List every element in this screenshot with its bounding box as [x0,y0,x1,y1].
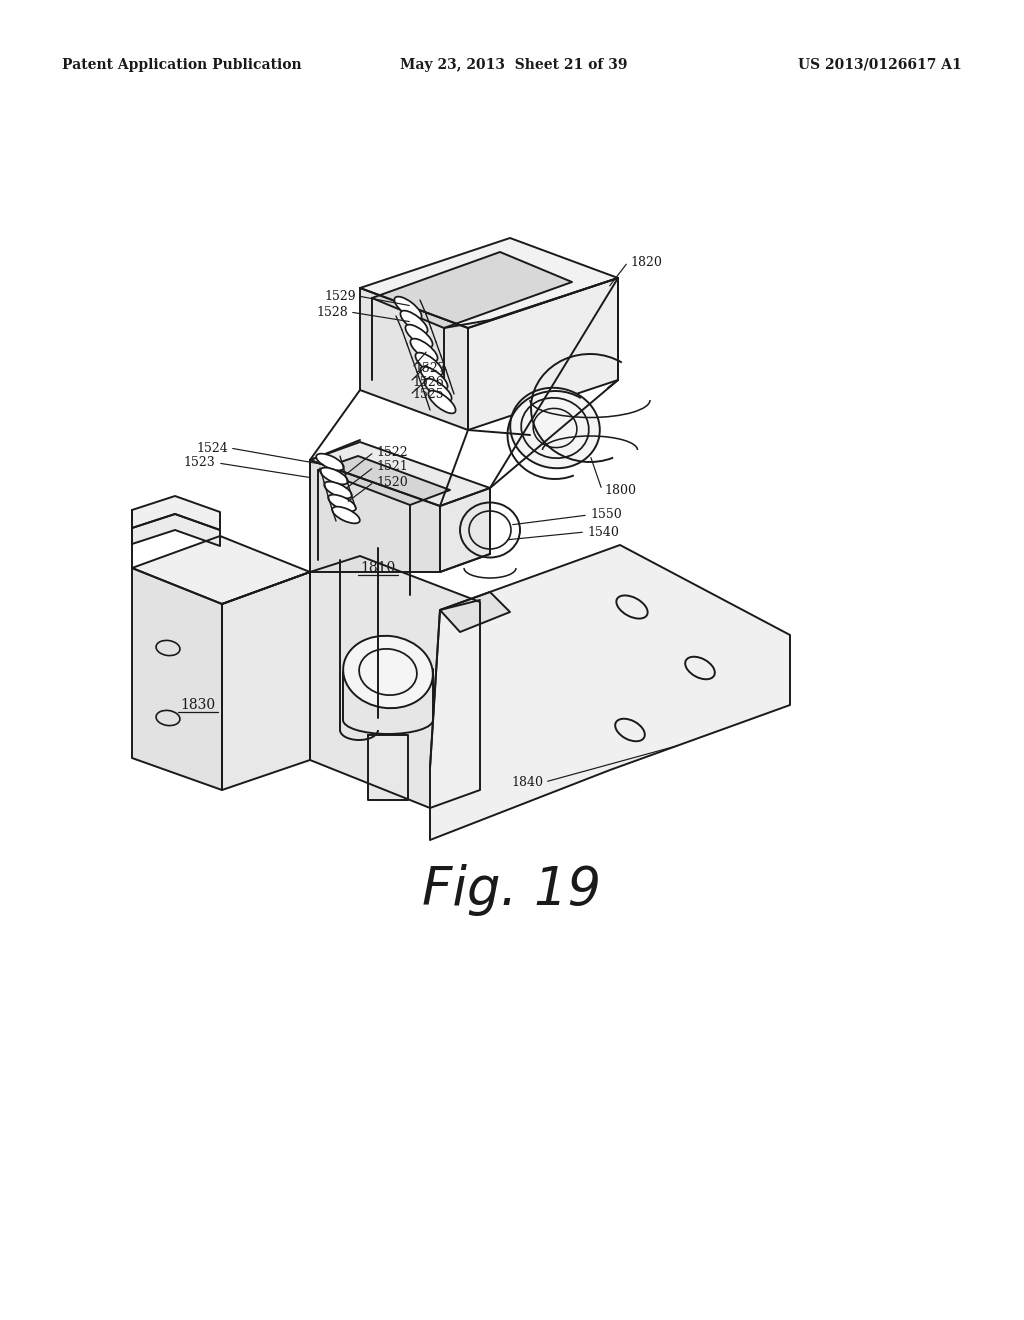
Ellipse shape [325,482,352,499]
Text: 1527: 1527 [414,362,445,375]
Polygon shape [318,455,450,506]
Polygon shape [132,568,222,789]
Text: 1540: 1540 [587,525,618,539]
Ellipse shape [428,391,456,413]
Ellipse shape [316,454,344,470]
Text: 1521: 1521 [376,461,408,474]
Polygon shape [372,252,572,327]
Text: 1820: 1820 [630,256,662,268]
Ellipse shape [510,388,600,469]
Ellipse shape [406,325,432,347]
Polygon shape [310,459,440,572]
Text: 1520: 1520 [376,475,408,488]
Ellipse shape [328,495,355,511]
Text: 1810: 1810 [360,561,395,576]
Text: 1522: 1522 [376,446,408,458]
Text: 1528: 1528 [316,305,348,318]
Text: Fig. 19: Fig. 19 [423,865,601,916]
Polygon shape [368,735,408,800]
Text: 1526: 1526 [412,375,443,388]
Text: 1550: 1550 [590,508,622,521]
Ellipse shape [421,367,447,389]
Ellipse shape [332,507,359,523]
Ellipse shape [411,339,437,362]
Polygon shape [222,572,310,789]
Text: 1524: 1524 [197,441,228,454]
Ellipse shape [416,352,442,375]
Polygon shape [132,536,310,605]
Polygon shape [440,591,510,632]
Text: 1800: 1800 [604,483,636,496]
Ellipse shape [394,297,422,319]
Polygon shape [360,288,468,430]
Polygon shape [132,513,220,546]
Ellipse shape [321,467,348,484]
Polygon shape [310,442,490,506]
Text: 1840: 1840 [511,776,543,788]
Text: 1830: 1830 [180,698,216,711]
Text: 1525: 1525 [412,388,443,401]
Text: 1523: 1523 [183,457,215,470]
Polygon shape [310,556,480,808]
Ellipse shape [424,379,452,401]
Polygon shape [360,238,618,327]
Text: Patent Application Publication: Patent Application Publication [62,58,302,73]
Ellipse shape [343,636,433,709]
Polygon shape [430,545,790,840]
Text: May 23, 2013  Sheet 21 of 39: May 23, 2013 Sheet 21 of 39 [400,58,628,73]
Text: 1529: 1529 [325,289,356,302]
Polygon shape [440,488,490,572]
Polygon shape [132,496,220,531]
Text: US 2013/0126617 A1: US 2013/0126617 A1 [799,58,962,73]
Ellipse shape [400,310,428,334]
Polygon shape [468,279,618,430]
